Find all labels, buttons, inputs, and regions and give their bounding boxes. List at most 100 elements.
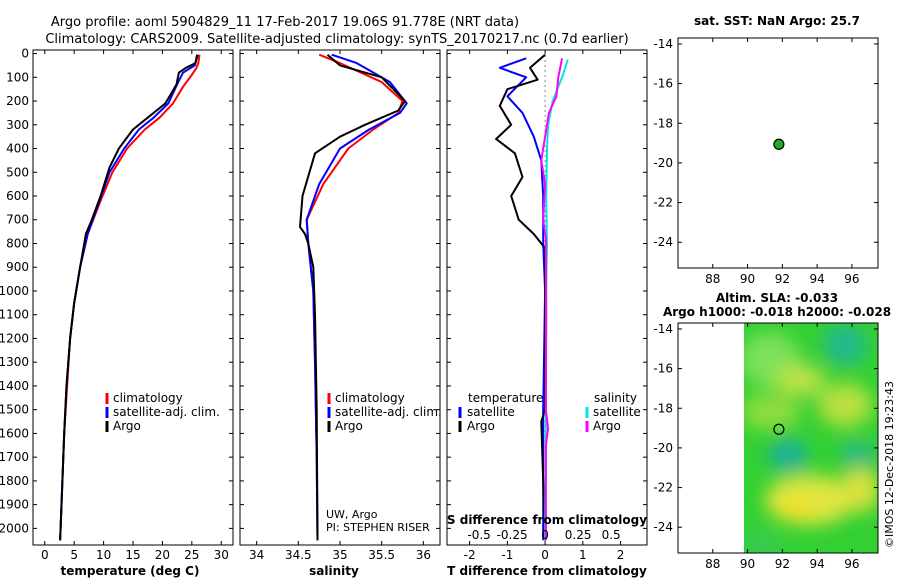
series-line-satellite-adj-clim- — [305, 53, 408, 541]
map-y-tick-label: -18 — [653, 401, 673, 415]
difference-legend: temperature satellite Argo salinity sate… — [458, 391, 641, 433]
sla-heatmap-field — [744, 323, 878, 553]
series-line-argo — [299, 53, 406, 541]
legend-label-t-argo: Argo — [467, 419, 495, 433]
y-tick-label: 800 — [6, 236, 29, 250]
s-tick-label: 0 — [541, 528, 549, 542]
legend-label-argo: Argo — [335, 419, 363, 433]
map-x-tick-label: 94 — [809, 557, 824, 571]
s-difference-axis-label: S difference from climatology — [447, 513, 647, 527]
y-tick-label: 2000 — [0, 521, 29, 535]
x-tick-label: 15 — [125, 548, 140, 562]
x-tick-label: -2 — [464, 548, 476, 562]
map-x-tick-label: 94 — [809, 272, 824, 286]
salinity-plot-frame — [239, 49, 441, 546]
x-tick-label: 5 — [70, 548, 78, 562]
t-difference-axis-label: T difference from climatology — [447, 564, 647, 578]
sla-map-title-2: Argo h1000: -0.018 h2000: -0.028 — [663, 305, 891, 319]
x-tick-label: 34.5 — [285, 548, 312, 562]
y-tick-label: 1300 — [0, 355, 29, 369]
x-tick-label: 0 — [41, 548, 49, 562]
y-tick-label: 500 — [6, 165, 29, 179]
x-tick-label: 25 — [184, 548, 199, 562]
y-tick-label: 700 — [6, 213, 29, 227]
map-y-tick-label: -14 — [653, 37, 673, 51]
y-tick-label: 600 — [6, 189, 29, 203]
y-tick-label: 1500 — [0, 403, 29, 417]
argo-location-point — [773, 138, 785, 150]
y-tick-label: 100 — [6, 70, 29, 84]
y-tick-label: 1800 — [0, 474, 29, 488]
pi-annotation-1: UW, Argo — [326, 508, 378, 521]
series-line-climatology — [305, 53, 404, 541]
series-line-satellite-adj-clim- — [59, 54, 199, 541]
map-x-tick-label: 90 — [740, 557, 755, 571]
y-tick-label: 400 — [6, 142, 29, 156]
x-tick-label: 2 — [617, 548, 625, 562]
legend-label-climatology: climatology — [113, 391, 183, 405]
sla-map-title-1: Altim. SLA: -0.033 — [716, 291, 838, 305]
s-tick-label: -0.25 — [497, 528, 528, 542]
x-tick-label: 35.5 — [368, 548, 395, 562]
legend-title-temperature: temperature — [468, 391, 543, 405]
sst-map-title: sat. SST: NaN Argo: 25.7 — [694, 14, 860, 28]
map-x-tick-label: 88 — [705, 272, 720, 286]
legend-label-argo: Argo — [113, 419, 141, 433]
y-tick-label: 1000 — [0, 284, 29, 298]
legend-label-s-satellite: satellite — [593, 405, 641, 419]
argo-location-point — [773, 423, 785, 435]
legend-title-salinity: salinity — [594, 391, 637, 405]
legend-label-s-argo: Argo — [593, 419, 621, 433]
pi-annotation-2: PI: STEPHEN RISER — [326, 521, 430, 534]
y-tick-label: 1400 — [0, 379, 29, 393]
y-tick-label: 200 — [6, 94, 29, 108]
map-y-tick-label: -22 — [653, 481, 673, 495]
series-line-s-satellite — [544, 59, 569, 541]
series-line-s-argo — [540, 58, 564, 541]
map-x-tick-label: 88 — [705, 557, 720, 571]
y-tick-label: 300 — [6, 118, 29, 132]
s-tick-label: -0.5 — [467, 528, 490, 542]
x-tick-label: 20 — [155, 548, 170, 562]
sst-map-frame — [677, 37, 879, 269]
series-line-t-satellite — [498, 57, 547, 541]
map-y-tick-label: -14 — [653, 322, 673, 336]
x-tick-label: -1 — [501, 548, 513, 562]
y-tick-label: 1700 — [0, 450, 29, 464]
legend-label-satellite: satellite-adj. clim. — [335, 405, 442, 419]
map-y-tick-label: -24 — [653, 235, 673, 249]
y-tick-label: 1200 — [0, 331, 29, 345]
map-x-tick-label: 92 — [775, 557, 790, 571]
s-tick-label: 0.5 — [602, 528, 621, 542]
map-y-tick-label: -22 — [653, 196, 673, 210]
figure-title-line1: Argo profile: aoml 5904829_11 17-Feb-201… — [51, 15, 519, 30]
map-x-tick-label: 96 — [844, 557, 859, 571]
x-tick-label: 34 — [249, 548, 264, 562]
map-x-tick-label: 92 — [775, 272, 790, 286]
x-tick-label: 1 — [579, 548, 587, 562]
y-tick-label: 1100 — [0, 308, 29, 322]
map-y-tick-label: -24 — [653, 520, 673, 534]
series-line-climatology — [59, 54, 201, 541]
x-tick-label: 0 — [541, 548, 549, 562]
map-y-tick-label: -16 — [653, 362, 673, 376]
salinity-legend: climatology satellite-adj. clim. Argo — [327, 391, 442, 433]
y-tick-label: 1900 — [0, 498, 29, 512]
y-tick-label: 900 — [6, 260, 29, 274]
x-tick-label: 30 — [214, 548, 229, 562]
map-y-tick-label: -20 — [653, 441, 673, 455]
map-y-tick-label: -16 — [653, 77, 673, 91]
legend-label-t-satellite: satellite — [467, 405, 515, 419]
temperature-legend: climatology satellite-adj. clim. Argo — [105, 391, 220, 433]
series-line-argo — [59, 54, 199, 541]
imos-credit: ©IMOS 12-Dec-2018 19:23:43 — [883, 381, 896, 548]
x-tick-label: 36 — [416, 548, 431, 562]
difference-plot-frame — [446, 49, 648, 546]
legend-label-climatology: climatology — [335, 391, 405, 405]
x-tick-label: 35 — [332, 548, 347, 562]
map-y-tick-label: -18 — [653, 116, 673, 130]
map-x-tick-label: 90 — [740, 272, 755, 286]
map-y-tick-label: -20 — [653, 156, 673, 170]
series-line-t-argo — [495, 53, 547, 541]
